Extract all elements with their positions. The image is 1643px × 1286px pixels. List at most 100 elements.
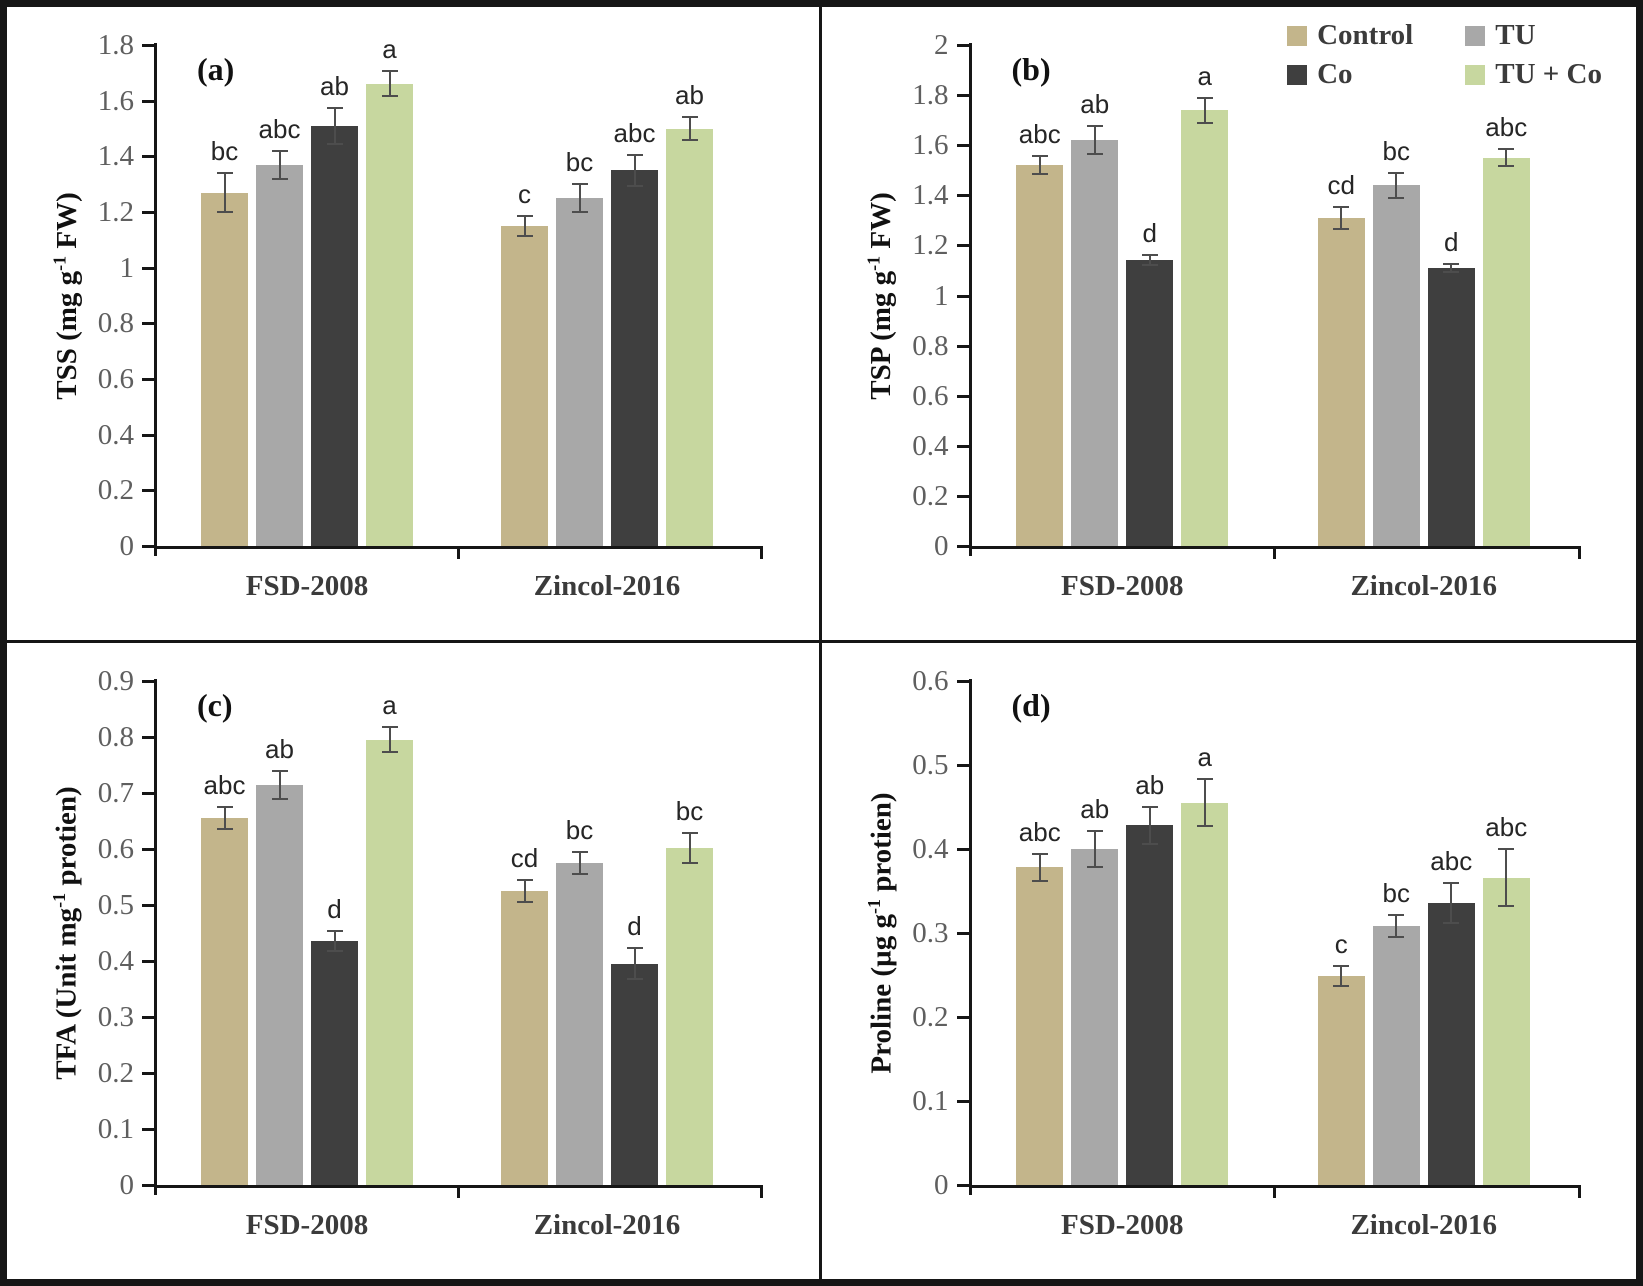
- bar-tu-zincol-2016: [556, 863, 603, 1185]
- y-axis-tick: [142, 545, 154, 548]
- panel-letter: (d): [1011, 687, 1051, 723]
- sig-letter: abc: [1018, 817, 1061, 848]
- error-bar-cap-top: [516, 215, 533, 218]
- error-bar-cap-top: [681, 831, 698, 834]
- legend-swatch-icon: [1465, 25, 1486, 46]
- y-tick-label: 2: [934, 29, 949, 61]
- sig-letter: abc: [1018, 119, 1061, 150]
- category-label: Zincol-2016: [533, 570, 681, 602]
- bar-co-zincol-2016: [611, 963, 658, 1185]
- error-bar-cap-bottom: [326, 950, 343, 953]
- sig-letter: ab: [1135, 770, 1165, 800]
- bar-tu-co-fsd-2008: [366, 739, 413, 1185]
- sig-letter: abc: [258, 113, 301, 144]
- bar-tu-co-fsd-2008: [366, 83, 413, 546]
- error-bar-cap-top: [1498, 147, 1515, 150]
- error-bar-cap-bottom: [216, 828, 233, 831]
- bar-co-zincol-2016: [611, 170, 658, 546]
- panel-d-proline: 0 0.1 0.2 0.3 0.4 0.5 0.6 Proline (µg g-1 proti…: [821, 643, 1636, 1279]
- y-axis-tick: [142, 1072, 154, 1075]
- bar-tu-co-zincol-2016: [1482, 157, 1530, 546]
- panel-a-tss: 0 0.2 0.4 0.6 0.8 1 1.2 1.4 1.6 1.8 TSS (mg g-1 FW…: [7, 7, 822, 643]
- error-bar-cap-bottom: [1086, 866, 1103, 869]
- y-axis-tick: [142, 211, 154, 214]
- error-bar-line: [523, 879, 526, 903]
- error-bar-cap-top: [1141, 254, 1158, 257]
- y-tick-label: 0.3: [97, 1001, 134, 1033]
- y-tick-label: 0.4: [912, 833, 949, 865]
- error-bar-cap-bottom: [681, 862, 698, 864]
- y-axis-tick: [956, 344, 969, 348]
- y-axis-title: TSS (mg g-1 FW): [49, 191, 83, 400]
- y-axis-tick: [142, 960, 154, 963]
- error-bar-cap-top: [216, 172, 233, 175]
- y-axis-tick: [956, 764, 969, 767]
- y-tick-label: 0.8: [912, 329, 949, 362]
- error-bar-cap-bottom: [516, 901, 533, 904]
- y-tick-label: 0.4: [912, 429, 949, 462]
- error-bar-cap-top: [571, 183, 588, 186]
- error-bar-line: [1148, 807, 1151, 844]
- error-bar-cap-top: [1086, 125, 1103, 128]
- bar-co-zincol-2016: [1427, 267, 1475, 546]
- error-bar-cap-top: [381, 726, 398, 729]
- sig-letter: bc: [210, 136, 239, 167]
- y-axis-tick: [142, 433, 154, 437]
- error-bar-cap-top: [626, 153, 643, 156]
- category-label: FSD-2008: [1061, 1209, 1184, 1241]
- bar-control-zincol-2016: [501, 891, 548, 1185]
- bar-tu-fsd-2008: [1071, 849, 1119, 1185]
- error-bar-cap-top: [1333, 964, 1350, 967]
- y-tick-label: 0: [119, 530, 135, 562]
- error-bar-cap-bottom: [1498, 905, 1515, 908]
- panel-letter: (b): [1011, 51, 1051, 87]
- legend-swatch-icon: [1287, 25, 1308, 46]
- x-axis-tick: [1577, 1188, 1581, 1198]
- category-label: FSD-2008: [1061, 570, 1184, 602]
- y-tick-label: 0.8: [97, 721, 134, 753]
- y-tick-label: 0.5: [97, 889, 134, 921]
- error-bar-cap-bottom: [1031, 879, 1048, 882]
- y-axis-title: TSP (mg g-1 FW): [863, 191, 898, 400]
- error-bar-line: [1505, 148, 1508, 167]
- error-bar-cap-top: [1031, 155, 1048, 158]
- sig-letter: abc: [1485, 111, 1528, 142]
- bar-control-zincol-2016: [1317, 975, 1365, 1185]
- error-bar-cap-top: [326, 930, 343, 933]
- error-bar-cap-bottom: [571, 873, 588, 876]
- error-bar-cap-top: [1333, 205, 1350, 208]
- error-bar-cap-top: [1141, 806, 1158, 808]
- panel-b-tsp: 0 0.2 0.4 0.6 0.8 1 1.2 1.4 1.6 1.8 2 TSP (mg g-1 F…: [821, 7, 1636, 643]
- y-tick-label: 0.7: [97, 777, 134, 809]
- legend: Control TU Co TU + Co: [1287, 19, 1602, 91]
- error-bar-cap-bottom: [681, 138, 698, 141]
- error-bar-line: [1340, 206, 1343, 230]
- error-bar-cap-top: [626, 947, 643, 950]
- bar-tu-zincol-2016: [1372, 926, 1420, 1185]
- sig-letter: a: [1197, 60, 1212, 91]
- legend-item-tu: TU: [1465, 19, 1602, 52]
- sig-letter: ab: [265, 733, 294, 764]
- error-bar-line: [333, 107, 336, 144]
- y-tick-label: 0.6: [912, 665, 949, 697]
- y-tick-label: 0.8: [97, 307, 134, 340]
- error-bar-cap-top: [326, 106, 343, 109]
- error-bar-line: [1148, 255, 1151, 266]
- bar-control-fsd-2008: [1016, 165, 1064, 546]
- error-bar-cap-bottom: [1388, 196, 1405, 199]
- y-tick-label: 0.6: [97, 363, 134, 395]
- bar-co-fsd-2008: [1126, 260, 1174, 546]
- y-axis-tick: [956, 848, 969, 851]
- sig-letter: bc: [1382, 135, 1410, 166]
- error-bar-cap-top: [1196, 778, 1213, 781]
- y-tick-label: 1.8: [97, 29, 134, 61]
- y-axis-tick: [956, 144, 969, 148]
- legend-label: TU: [1495, 19, 1536, 51]
- sig-letter: a: [1197, 742, 1212, 773]
- error-bar-line: [223, 807, 226, 830]
- error-bar-cap-bottom: [1443, 921, 1460, 924]
- sig-letter: c: [518, 179, 531, 210]
- category-label: FSD-2008: [245, 570, 369, 602]
- y-tick-label: 0.1: [97, 1113, 134, 1145]
- error-bar-cap-top: [681, 116, 698, 119]
